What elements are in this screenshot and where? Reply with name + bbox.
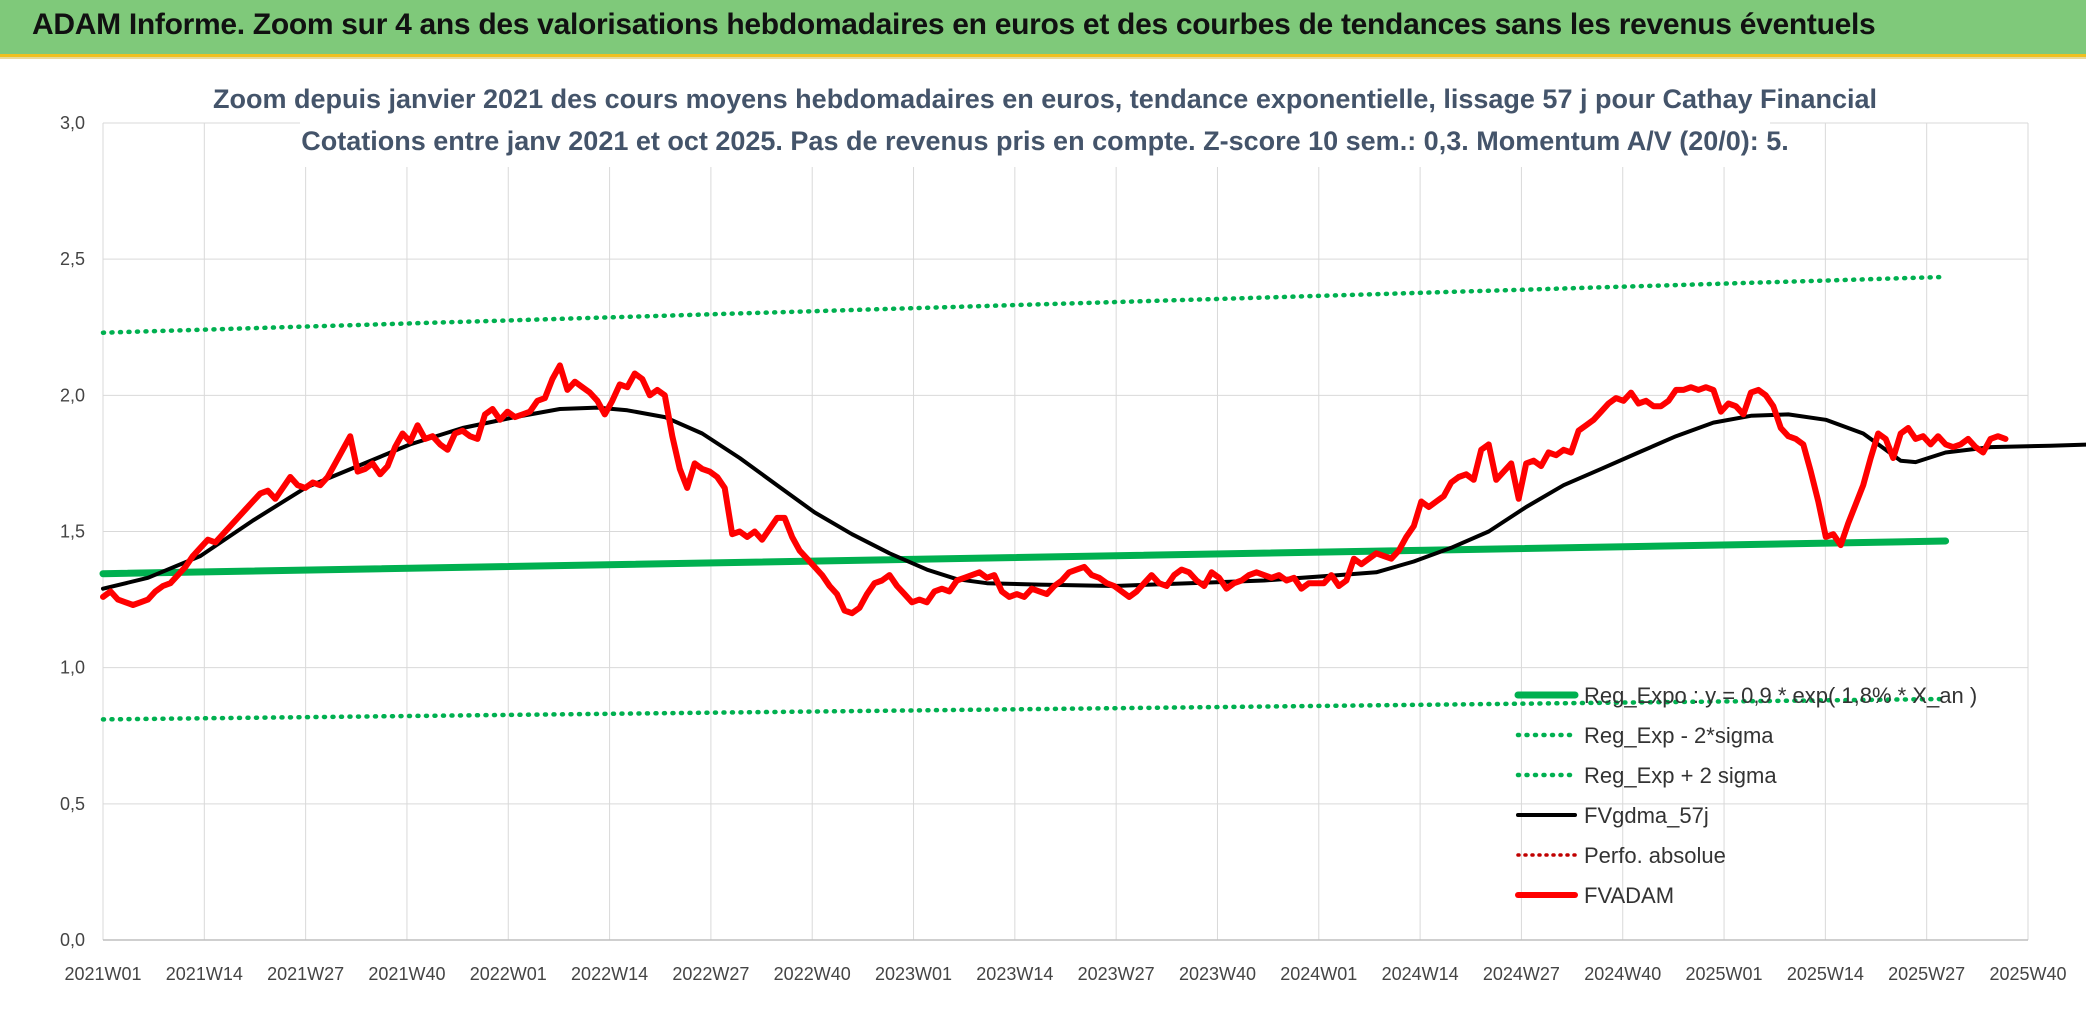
x-tick-label: 2022W40 (774, 964, 851, 984)
y-tick-label: 1,0 (60, 658, 85, 678)
x-tick-label: 2024W01 (1280, 964, 1357, 984)
y-tick-label: 0,0 (60, 930, 85, 950)
legend-label: Reg_Expo : y = 0,9 * exp( 1,8% * X_an ) (1584, 683, 1977, 708)
y-tick-label: 2,5 (60, 249, 85, 269)
x-tick-label: 2025W14 (1787, 964, 1864, 984)
x-tick-label: 2022W14 (571, 964, 648, 984)
y-tick-label: 3,0 (60, 113, 85, 133)
x-tick-label: 2023W27 (1078, 964, 1155, 984)
x-tick-label: 2023W14 (976, 964, 1053, 984)
series-line-5 (100, 362, 2009, 617)
subtitle-background (300, 75, 1770, 167)
legend-label: Reg_Exp - 2*sigma (1584, 723, 1774, 748)
x-tick-label: 2024W14 (1382, 964, 1459, 984)
legend-label: FVgdma_57j (1584, 803, 1709, 828)
x-tick-label: 2022W27 (672, 964, 749, 984)
title-banner: ADAM Informe. Zoom sur 4 ans des valoris… (0, 0, 2086, 57)
x-tick-label: 2022W01 (470, 964, 547, 984)
x-tick-label: 2024W27 (1483, 964, 1560, 984)
chart-subtitle-line: Zoom depuis janvier 2021 des cours moyen… (213, 84, 1877, 114)
chart-subtitle-line: Cotations entre janv 2021 et oct 2025. P… (301, 126, 1789, 156)
x-tick-label: 2021W27 (267, 964, 344, 984)
x-tick-label: 2021W01 (64, 964, 141, 984)
x-tick-label: 2021W40 (368, 964, 445, 984)
x-tick-label: 2025W40 (1989, 964, 2066, 984)
chart-frame (0, 57, 2086, 1031)
y-tick-label: 1,5 (60, 522, 85, 542)
series-line-0 (99, 537, 1950, 578)
y-tick-label: 2,0 (60, 385, 85, 405)
x-tick-label: 2024W40 (1584, 964, 1661, 984)
x-tick-label: 2023W01 (875, 964, 952, 984)
y-tick-label: 0,5 (60, 794, 85, 814)
x-tick-label: 2021W14 (166, 964, 243, 984)
x-tick-label: 2025W27 (1888, 964, 1965, 984)
legend-label: Perfo. absolue (1584, 843, 1726, 868)
legend-label: FVADAM (1584, 883, 1674, 908)
series-line-2 (100, 274, 1948, 335)
x-tick-label: 2025W01 (1686, 964, 1763, 984)
legend-label: Reg_Exp + 2 sigma (1584, 763, 1777, 788)
page-title: ADAM Informe. Zoom sur 4 ans des valoris… (32, 8, 1876, 41)
x-tick-label: 2023W40 (1179, 964, 1256, 984)
series-line-1 (100, 696, 1948, 722)
